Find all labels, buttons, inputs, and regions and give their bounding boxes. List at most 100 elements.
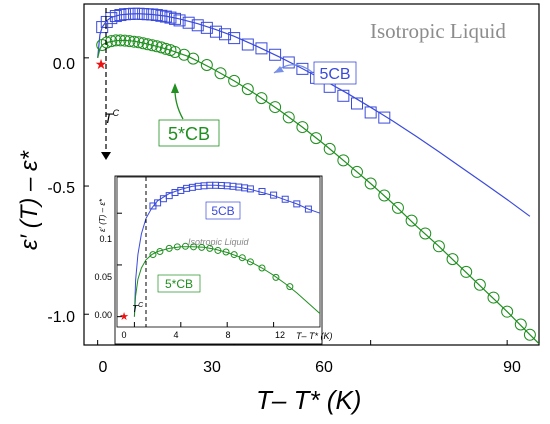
main-point-5starcb-11 <box>146 39 159 52</box>
main-point-5cb-22 <box>219 28 232 41</box>
main-point-5starcb-21 <box>228 74 241 87</box>
main-point-5cb-20 <box>200 21 213 34</box>
main-point-5starcb-26 <box>296 121 309 134</box>
inset-legend-5starcb-box <box>157 274 201 293</box>
inset-series-layer <box>133 181 321 317</box>
main-point-5cb-32 <box>351 97 363 110</box>
main-point-5cb-14 <box>159 10 172 23</box>
inset-isotropic-liquid-label: Isotropic Liquid <box>188 237 250 247</box>
main-ytick-label--1.0: -1.0 <box>47 309 75 326</box>
legend-5cb-arrowhead <box>274 66 284 73</box>
inset-point-5starcb-5 <box>190 243 198 251</box>
main-point-5cb-15 <box>164 11 177 24</box>
main-point-5cb-21 <box>209 25 222 38</box>
inset-axis-ticks <box>117 212 275 327</box>
main-point-5cb-25 <box>255 42 268 55</box>
main-point-5starcb-38 <box>460 265 473 278</box>
main-tc-label: TC <box>104 108 120 126</box>
inset-point-5cb-21 <box>293 200 301 208</box>
main-point-5cb-19 <box>191 19 204 32</box>
main-point-5cb-24 <box>241 38 254 51</box>
main-point-5starcb-10 <box>141 38 154 51</box>
inset-point-5starcb-10 <box>230 251 238 259</box>
main-point-5starcb-34 <box>405 214 418 227</box>
main-point-5starcb-9 <box>137 37 150 50</box>
inset-point-5starcb-6 <box>198 243 206 251</box>
main-point-5starcb-20 <box>214 67 227 80</box>
inset-x-axis-title: T– T* (K) <box>296 331 333 341</box>
legend-5starcb-arrowhead <box>171 83 179 93</box>
main-point-5starcb-27 <box>310 132 323 145</box>
main-point-5cb-12 <box>150 9 163 22</box>
main-point-5starcb-13 <box>155 41 168 54</box>
main-point-5starcb-19 <box>200 59 213 72</box>
inset-fit-line-5starcb <box>133 246 321 317</box>
isotropic-liquid-label: Isotropic Liquid <box>370 19 506 43</box>
main-point-5cb-17 <box>173 14 186 27</box>
main-point-5cb-13 <box>155 9 168 22</box>
main-series-layer <box>96 7 540 345</box>
main-point-5starcb-35 <box>419 227 432 240</box>
main-point-5starcb-22 <box>241 83 254 96</box>
inset-point-5starcb-9 <box>222 248 230 256</box>
main-point-5cb-31 <box>337 89 350 102</box>
main-point-5starcb-16 <box>169 45 181 58</box>
main-point-5cb-26 <box>269 48 282 61</box>
main-point-5starcb-14 <box>159 42 172 55</box>
main-point-5starcb-3 <box>109 34 122 47</box>
inset-point-5starcb-15 <box>286 283 294 291</box>
main-ytick-label--0.5: -0.5 <box>47 180 75 197</box>
main-point-5starcb-6 <box>123 35 136 48</box>
main-point-5cb-16 <box>169 12 181 25</box>
main-xtick-label-0: 0 <box>99 359 108 376</box>
main-point-5starcb-33 <box>391 201 404 214</box>
main-point-5cb-4 <box>114 9 127 22</box>
inset-point-5starcb-8 <box>214 246 222 254</box>
inset-point-5starcb-13 <box>258 264 266 272</box>
inset-legend-5starcb-label: 5*CB <box>165 277 193 291</box>
main-plot-frame <box>83 3 540 346</box>
inset-xtick-label-0: 0 <box>121 330 126 340</box>
main-ytick-label-0.0: 0.0 <box>53 56 75 73</box>
main-point-5starcb-32 <box>378 189 391 202</box>
inset-point-5cb-22 <box>304 205 312 213</box>
main-point-5starcb-40 <box>487 291 500 304</box>
inset-origin-star-icon: ★ <box>119 310 129 323</box>
inset-point-5starcb-7 <box>206 244 214 252</box>
inset-legend-5cb-box <box>205 201 241 220</box>
inset-point-5starcb-2 <box>165 244 173 252</box>
inset-point-5cb-19 <box>270 191 278 199</box>
main-point-5starcb-24 <box>269 101 282 114</box>
main-point-5starcb-1 <box>100 36 113 49</box>
main-point-5starcb-31 <box>364 177 377 190</box>
main-point-5cb-11 <box>146 8 159 21</box>
legend-5starcb-box <box>158 119 220 147</box>
main-tc-arrowhead <box>101 152 111 160</box>
inset-point-5starcb-3 <box>173 243 181 251</box>
main-point-5starcb-25 <box>282 111 295 124</box>
main-point-5starcb-12 <box>150 40 163 53</box>
inset-xtick-label-4: 4 <box>173 330 178 340</box>
main-point-5starcb-4 <box>114 34 127 47</box>
main-xtick-label-30: 30 <box>203 359 221 376</box>
inset-ytick-label-0.00: 0.00 <box>94 310 112 320</box>
inset-point-5starcb-14 <box>272 273 280 281</box>
main-point-5starcb-18 <box>187 52 200 65</box>
main-point-5starcb-41 <box>501 305 514 318</box>
inset-ytick-label-0.05: 0.05 <box>94 272 112 282</box>
inset-point-5starcb-4 <box>181 242 189 250</box>
inset-point-5cb-17 <box>246 185 254 193</box>
main-point-5starcb-29 <box>337 154 350 167</box>
inset-xtick-label-8: 8 <box>225 330 230 340</box>
inset-legend-5cb-label: 5CB <box>211 204 234 218</box>
main-fit-line-5cb <box>97 13 531 217</box>
main-point-5cb-23 <box>228 32 241 45</box>
inset-point-5cb-20 <box>281 195 289 203</box>
main-point-5starcb-37 <box>446 253 459 266</box>
main-point-5starcb-42 <box>514 318 527 331</box>
main-origin-star-icon: ★ <box>95 57 108 73</box>
inset-tc-label: TC <box>132 302 144 315</box>
main-point-5starcb-23 <box>255 92 268 105</box>
main-point-5starcb-30 <box>351 165 363 178</box>
